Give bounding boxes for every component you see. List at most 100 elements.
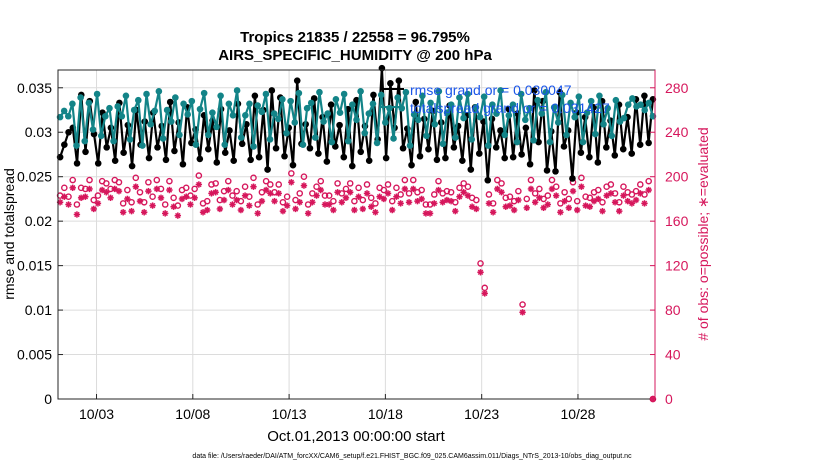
left-axis: 0 0.005 0.01 0.015 0.02 0.025 0.03 0.035	[17, 80, 63, 407]
obs-evaluated-point	[279, 207, 287, 215]
obs-possible-point	[346, 180, 354, 187]
obs-evaluated-point	[405, 199, 413, 206]
obs-possible-point	[447, 188, 455, 196]
obs-possible-point	[90, 196, 98, 204]
totalspread-point	[159, 135, 167, 142]
obs-evaluated-point	[637, 190, 644, 197]
rmse-point	[395, 77, 403, 84]
rmse-point	[412, 98, 420, 106]
totalspread-point	[414, 116, 422, 124]
obs-evaluated-point	[136, 197, 144, 205]
obs-evaluated-point	[330, 206, 337, 214]
x-axis-label: Oct.01,2013 00:00:00 start	[267, 428, 445, 445]
obs-evaluated-point	[515, 196, 522, 204]
rmse-point	[569, 175, 576, 182]
rmse-point	[340, 153, 348, 161]
obs-possible-point	[527, 176, 535, 184]
rmse-point	[73, 160, 81, 167]
totalspread-point	[517, 90, 525, 98]
left-tick-label: 0.025	[17, 169, 52, 185]
totalspread-point	[328, 138, 336, 146]
totalspread-point	[505, 112, 513, 119]
obs-possible-point	[325, 192, 333, 199]
totalspread-point	[386, 104, 393, 112]
obs-evaluated-point	[485, 200, 493, 207]
obs-possible-point	[149, 193, 156, 201]
totalspread-point	[73, 142, 80, 149]
obs-evaluated-point	[527, 185, 535, 193]
obs-evaluated-point	[334, 189, 341, 196]
totalspread-point	[303, 104, 311, 112]
rmse-point	[145, 154, 153, 162]
rmse-point	[552, 168, 559, 175]
rmse-point	[268, 87, 276, 94]
obs-possible-point	[208, 181, 215, 188]
totalspread-point	[143, 90, 150, 98]
totalspread-point	[134, 96, 142, 104]
obs-evaluated-point	[380, 195, 388, 203]
totalspread-point	[608, 132, 616, 140]
left-tick-label: 0	[44, 391, 52, 407]
obs-possible-point	[313, 183, 320, 191]
totalspread-point	[542, 88, 550, 96]
obs-evaluated-point	[149, 202, 156, 209]
totalspread-point	[139, 142, 146, 149]
right-tick-label: 120	[665, 258, 689, 274]
totalspread-point	[497, 87, 504, 94]
rmse-point	[509, 153, 517, 161]
totalspread-point	[93, 90, 101, 98]
obs-evaluated-point	[477, 269, 484, 276]
obs-evaluated-point	[115, 187, 123, 195]
totalspread-point	[353, 116, 360, 124]
y-axis-label-left: rmse and totalspread	[1, 168, 17, 300]
rmse-point	[518, 151, 525, 158]
obs-evaluated-point	[204, 206, 211, 214]
rmse-point	[61, 141, 68, 148]
obs-possible-point	[86, 176, 93, 184]
obs-possible-point	[334, 180, 341, 187]
totalspread-point	[118, 112, 126, 120]
totalspread-point	[209, 109, 216, 116]
totalspread-point	[81, 137, 89, 145]
obs-evaluated-point	[132, 183, 139, 190]
rmse-point	[65, 128, 72, 136]
totalspread-point	[546, 138, 554, 146]
obs-possible-point	[573, 197, 581, 205]
obs-evaluated-point	[216, 205, 224, 213]
obs-evaluated-point	[628, 200, 636, 207]
obs-evaluated-point	[174, 212, 182, 219]
obs-possible-point	[544, 192, 552, 199]
rmse-point	[636, 141, 644, 148]
obs-possible-point	[599, 198, 606, 206]
totalspread-point	[147, 120, 154, 128]
obs-evaluated-point	[557, 209, 564, 216]
totalspread-point	[64, 112, 72, 120]
data-file-footer: data file: /Users/raeder/DAI/ATM_forcXX/…	[192, 453, 632, 460]
totalspread-point	[423, 132, 430, 140]
right-tick-label: 160	[665, 213, 689, 229]
totalspread-point	[270, 110, 278, 117]
rmse-point	[526, 160, 534, 168]
obs-evaluated-point	[540, 204, 547, 212]
obs-possible-point	[405, 190, 413, 197]
obs-possible-point	[166, 177, 173, 185]
obs-possible-point	[342, 185, 350, 193]
obs-evaluated-point	[292, 205, 299, 213]
obs-evaluated-point	[498, 189, 505, 196]
totalspread-point	[361, 129, 369, 137]
obs-evaluated-point	[418, 195, 425, 203]
totalspread-point	[435, 88, 443, 95]
obs-possible-point	[388, 197, 396, 205]
obs-evaluated-point	[569, 187, 577, 195]
rmse-point	[336, 121, 343, 129]
totalspread-point	[225, 100, 233, 108]
obs-possible-point	[422, 201, 430, 208]
rmse-point	[586, 153, 593, 161]
right-tick-label: 40	[665, 347, 681, 363]
totalspread-point	[596, 92, 603, 100]
rmse-point	[433, 156, 441, 164]
rmse-point	[238, 140, 246, 148]
totalspread-point	[196, 105, 204, 113]
left-tick-label: 0.02	[25, 213, 52, 229]
totalspread-point	[69, 100, 76, 108]
